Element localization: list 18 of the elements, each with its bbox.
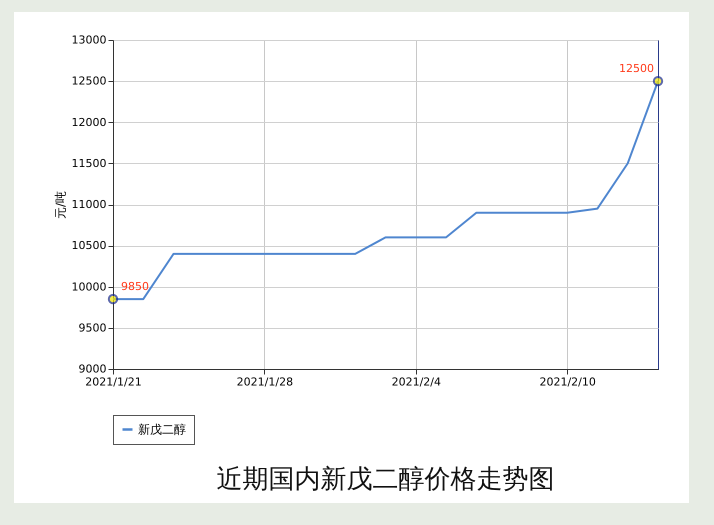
y-axis-title: 元/吨: [54, 190, 68, 220]
x-tick-label: 2021/2/10: [539, 376, 596, 388]
y-tick-label: 9500: [78, 321, 106, 334]
text: 近期国内新戊二醇价格走势图: [216, 464, 554, 494]
y-tick-label: 12000: [72, 116, 106, 129]
x-tick-label: 2021/1/28: [236, 376, 294, 388]
y-tick-label: 9000: [78, 362, 106, 376]
y-tick-label: 11500: [72, 156, 106, 170]
y-tick-label: 12500: [72, 74, 106, 88]
data-label: 9850: [121, 280, 149, 294]
data-label: 12500: [619, 62, 654, 76]
x-tick-label: 2021/1/21: [85, 376, 142, 388]
y-tick-label: 11000: [72, 198, 106, 211]
y-tick-label: 10500: [72, 239, 106, 252]
x-tick-label: 2021/2/4: [392, 376, 441, 388]
legend-label: 新戊二醇: [138, 422, 186, 436]
y-tick-label: 10000: [72, 280, 106, 294]
y-tick-label: 13000: [72, 34, 106, 46]
